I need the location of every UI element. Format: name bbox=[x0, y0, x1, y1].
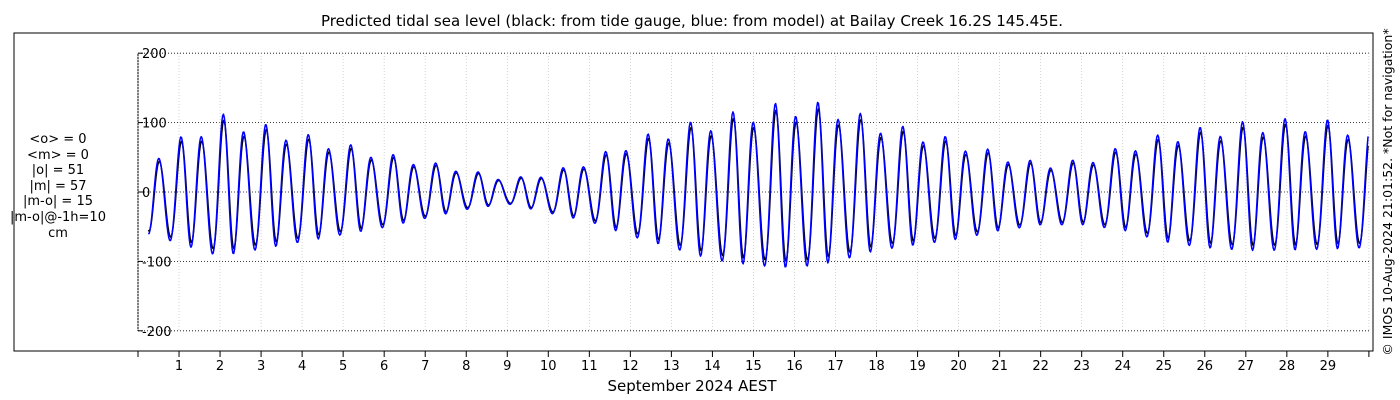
stat-mean-model: <m> = 0 bbox=[27, 147, 89, 163]
y-tick-label: 0 bbox=[142, 186, 150, 201]
stat-mean-observed: <o> = 0 bbox=[29, 132, 87, 147]
x-axis-ticks: 1 2 3 4 5 6 7 8 9 10 11 12 13 14 15 16 17 18 19 20 21 22 23 24 2… bbox=[137, 351, 1370, 374]
y-tick-label: 200 bbox=[142, 47, 167, 62]
y-tick-label: -200 bbox=[142, 325, 172, 340]
chart-title: Predicted tidal sea level (black: from t… bbox=[321, 12, 1063, 30]
series-line-model bbox=[147, 101, 1369, 268]
x-tick-label: 14 bbox=[704, 359, 721, 374]
outer-frame bbox=[13, 32, 1374, 352]
x-tick-label: 10 bbox=[540, 359, 557, 374]
x-tick-label: 19 bbox=[909, 359, 926, 374]
x-tick-label: 5 bbox=[339, 359, 347, 374]
x-tick-label: 6 bbox=[380, 359, 388, 374]
x-tick-label: 24 bbox=[1114, 359, 1131, 374]
x-tick-label: 9 bbox=[503, 359, 511, 374]
x-tick-label: 17 bbox=[827, 359, 844, 374]
x-tick-label: 29 bbox=[1320, 359, 1337, 374]
stat-abs-observed: |o| = 51 bbox=[31, 163, 85, 179]
y-tick-label: 100 bbox=[142, 117, 167, 132]
x-tick-label: 7 bbox=[421, 359, 429, 374]
x-tick-label: 15 bbox=[745, 359, 762, 374]
stat-abs-diff: |m-o| = 15 bbox=[22, 194, 93, 210]
x-tick-label: 3 bbox=[257, 359, 265, 374]
stats-panel: <o> = 0 <m> = 0 |o| = 51 |m| = 57 |m-o| … bbox=[4, 132, 112, 241]
x-tick-label: 25 bbox=[1155, 359, 1172, 374]
series-lines bbox=[147, 101, 1369, 268]
y-tick-label: -100 bbox=[142, 255, 172, 270]
x-tick-label: 13 bbox=[663, 359, 680, 374]
x-tick-label: 2 bbox=[216, 359, 224, 374]
x-tick-label: 12 bbox=[622, 359, 639, 374]
x-tick-label: 18 bbox=[868, 359, 885, 374]
stat-abs-diff-lag: |m-o|@-1h=10 bbox=[10, 209, 106, 225]
x-tick-label: 8 bbox=[462, 359, 470, 374]
y-axis-ticks: 200 100 0 -100 -200 bbox=[138, 47, 172, 340]
x-axis-label: September 2024 AEST bbox=[607, 377, 777, 395]
x-tick-label: 28 bbox=[1279, 359, 1296, 374]
x-tick-label: 26 bbox=[1197, 359, 1214, 374]
x-tick-label: 21 bbox=[991, 359, 1008, 374]
x-tick-label: 4 bbox=[298, 359, 306, 374]
x-tick-label: 16 bbox=[786, 359, 803, 374]
side-note: © IMOS 10-Aug-2024 21:01:52. *Not for na… bbox=[1380, 28, 1395, 355]
x-tick-label: 27 bbox=[1238, 359, 1255, 374]
x-tick-label: 20 bbox=[950, 359, 967, 374]
x-tick-label: 22 bbox=[1032, 359, 1049, 374]
x-tick-label: 11 bbox=[581, 359, 598, 374]
x-tick-label: 23 bbox=[1073, 359, 1090, 374]
x-tick-label: 1 bbox=[175, 359, 183, 374]
stat-abs-model: |m| = 57 bbox=[29, 178, 87, 194]
stat-unit: cm bbox=[48, 225, 68, 241]
